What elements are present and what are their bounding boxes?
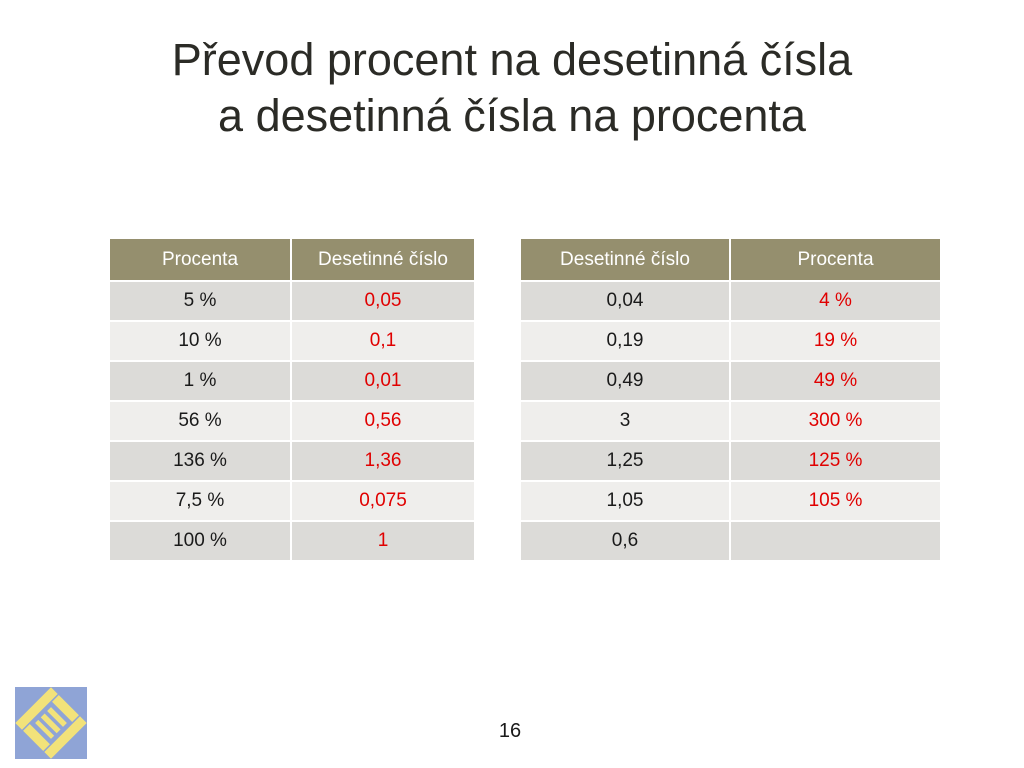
decimal-answer-cell: 0,05 — [291, 281, 474, 322]
table-row: 136 % 1,36 — [110, 441, 474, 482]
column-header-percent: Procenta — [110, 239, 292, 282]
table-row: 1 % 0,01 — [110, 361, 474, 402]
table-row: 56 % 0,56 — [110, 401, 474, 442]
table-row: 0,04 4 % — [521, 281, 940, 322]
table-row: 1,25 125 % — [521, 441, 940, 482]
page-number: 16 — [498, 720, 522, 742]
percent-answer-cell: 105 % — [730, 481, 940, 522]
percent-cell: 7,5 % — [110, 481, 292, 522]
percent-to-decimal-table: Procenta Desetinné číslo 5 % 0,05 10 % 0… — [110, 239, 474, 562]
percent-answer-cell: 19 % — [730, 321, 940, 362]
percent-answer-cell: 125 % — [730, 441, 940, 482]
percent-answer-cell: 4 % — [730, 281, 940, 322]
column-header-decimal: Desetinné číslo — [521, 239, 731, 282]
decimal-answer-cell: 1 — [291, 521, 474, 562]
decimal-cell: 0,49 — [521, 361, 731, 402]
decimal-answer-cell: 1,36 — [291, 441, 474, 482]
percent-answer-cell — [730, 521, 940, 562]
table-header-row: Desetinné číslo Procenta — [521, 239, 940, 282]
table-row: 0,19 19 % — [521, 321, 940, 362]
decimal-cell: 0,04 — [521, 281, 731, 322]
decimal-answer-cell: 0,1 — [291, 321, 474, 362]
percent-cell: 56 % — [110, 401, 292, 442]
decimal-cell: 0,19 — [521, 321, 731, 362]
decimal-cell: 3 — [521, 401, 731, 442]
decimal-cell: 1,25 — [521, 441, 731, 482]
percent-answer-cell: 300 % — [730, 401, 940, 442]
table-row: 0,49 49 % — [521, 361, 940, 402]
percent-cell: 136 % — [110, 441, 292, 482]
decimal-answer-cell: 0,01 — [291, 361, 474, 402]
decimal-to-percent-table: Desetinné číslo Procenta 0,04 4 % 0,19 1… — [521, 239, 940, 562]
percent-answer-cell: 49 % — [730, 361, 940, 402]
table-row: 5 % 0,05 — [110, 281, 474, 322]
slide-title-line-1: Převod procent na desetinná čísla — [171, 34, 853, 85]
column-header-decimal: Desetinné číslo — [291, 239, 474, 282]
table-row: 10 % 0,1 — [110, 321, 474, 362]
table-header-row: Procenta Desetinné číslo — [110, 239, 474, 282]
slide-title-line-2: a desetinná čísla na procenta — [218, 90, 806, 141]
slide-title: Převod procent na desetinná čísla a dese… — [0, 32, 1024, 144]
decimal-cell: 0,6 — [521, 521, 731, 562]
table-row: 1,05 105 % — [521, 481, 940, 522]
percent-cell: 1 % — [110, 361, 292, 402]
table-row: 100 % 1 — [110, 521, 474, 562]
decimal-answer-cell: 0,075 — [291, 481, 474, 522]
percent-cell: 5 % — [110, 281, 292, 322]
percent-cell: 100 % — [110, 521, 292, 562]
percent-cell: 10 % — [110, 321, 292, 362]
decimal-answer-cell: 0,56 — [291, 401, 474, 442]
column-header-percent: Procenta — [730, 239, 940, 282]
decimal-cell: 1,05 — [521, 481, 731, 522]
table-row: 3 300 % — [521, 401, 940, 442]
table-row: 0,6 — [521, 521, 940, 562]
woven-square-logo-icon — [15, 687, 87, 759]
table-row: 7,5 % 0,075 — [110, 481, 474, 522]
